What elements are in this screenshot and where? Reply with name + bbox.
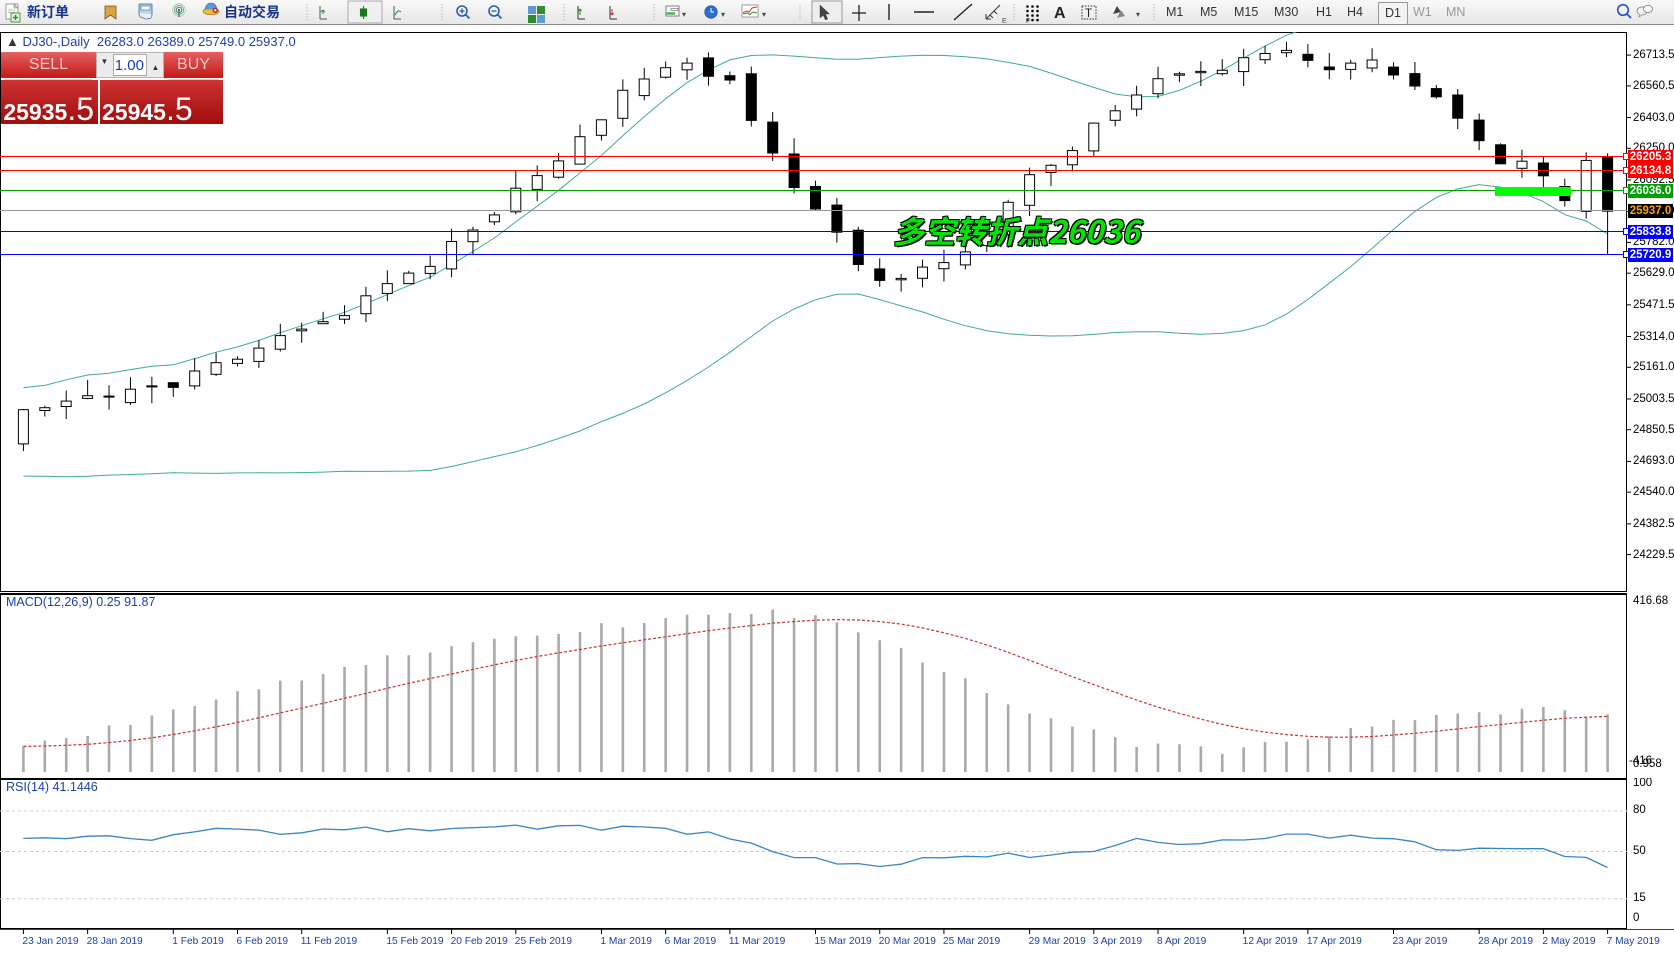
svg-text:▾: ▾ [682,10,686,19]
svg-text:▾: ▾ [721,10,725,19]
svg-text:E: E [1002,18,1007,25]
svg-text:▾: ▾ [762,10,766,19]
svg-text:▾: ▾ [1136,10,1140,19]
svg-text:T: T [1085,8,1092,20]
svg-text:自动交易: 自动交易 [224,2,280,22]
svg-text:F: F [1026,18,1030,25]
svg-text:A: A [1054,5,1066,22]
svg-text:新订单: 新订单 [27,2,69,22]
